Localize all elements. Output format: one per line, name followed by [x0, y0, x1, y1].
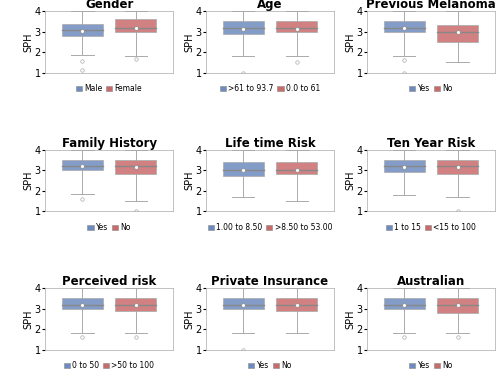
- Bar: [276, 22, 317, 32]
- Bar: [223, 162, 264, 176]
- Title: Previous Melanoma: Previous Melanoma: [366, 0, 496, 11]
- Bar: [116, 160, 156, 174]
- Title: Ten Year Risk: Ten Year Risk: [387, 137, 475, 150]
- Y-axis label: SPH: SPH: [184, 32, 194, 52]
- Title: Family History: Family History: [62, 137, 156, 150]
- Legend: 1 to 15, <15 to 100: 1 to 15, <15 to 100: [382, 220, 479, 235]
- Y-axis label: SPH: SPH: [345, 32, 355, 52]
- Title: Gender: Gender: [85, 0, 134, 11]
- Legend: Yes, No: Yes, No: [406, 81, 456, 96]
- Title: Australian: Australian: [397, 275, 465, 288]
- Y-axis label: SPH: SPH: [345, 309, 355, 329]
- Title: Life time Risk: Life time Risk: [224, 137, 316, 150]
- Bar: [384, 160, 424, 172]
- Bar: [384, 22, 424, 32]
- Title: Private Insurance: Private Insurance: [212, 275, 328, 288]
- Y-axis label: SPH: SPH: [23, 171, 33, 190]
- Bar: [62, 25, 102, 36]
- Y-axis label: SPH: SPH: [184, 171, 194, 190]
- Legend: 0 to 50, >50 to 100: 0 to 50, >50 to 100: [60, 358, 158, 372]
- Y-axis label: SPH: SPH: [23, 32, 33, 52]
- Title: Age: Age: [257, 0, 283, 11]
- Bar: [62, 160, 102, 170]
- Legend: Yes, No: Yes, No: [406, 358, 456, 372]
- Legend: Yes, No: Yes, No: [84, 220, 134, 235]
- Legend: 1.00 to 8.50, >8.50 to 53.00: 1.00 to 8.50, >8.50 to 53.00: [205, 220, 335, 235]
- Y-axis label: SPH: SPH: [345, 171, 355, 190]
- Bar: [223, 22, 264, 34]
- Bar: [438, 298, 478, 313]
- Legend: Male, Female: Male, Female: [73, 81, 146, 96]
- Title: Perceived risk: Perceived risk: [62, 275, 156, 288]
- Bar: [276, 162, 317, 174]
- Bar: [438, 160, 478, 174]
- Y-axis label: SPH: SPH: [184, 309, 194, 329]
- Bar: [384, 298, 424, 309]
- Bar: [223, 298, 264, 309]
- Bar: [276, 298, 317, 311]
- Bar: [116, 298, 156, 311]
- Bar: [438, 26, 478, 42]
- Y-axis label: SPH: SPH: [23, 309, 33, 329]
- Legend: Yes, No: Yes, No: [246, 358, 294, 372]
- Bar: [62, 298, 102, 309]
- Bar: [116, 19, 156, 32]
- Legend: >61 to 93.7, 0.0 to 61: >61 to 93.7, 0.0 to 61: [217, 81, 323, 96]
